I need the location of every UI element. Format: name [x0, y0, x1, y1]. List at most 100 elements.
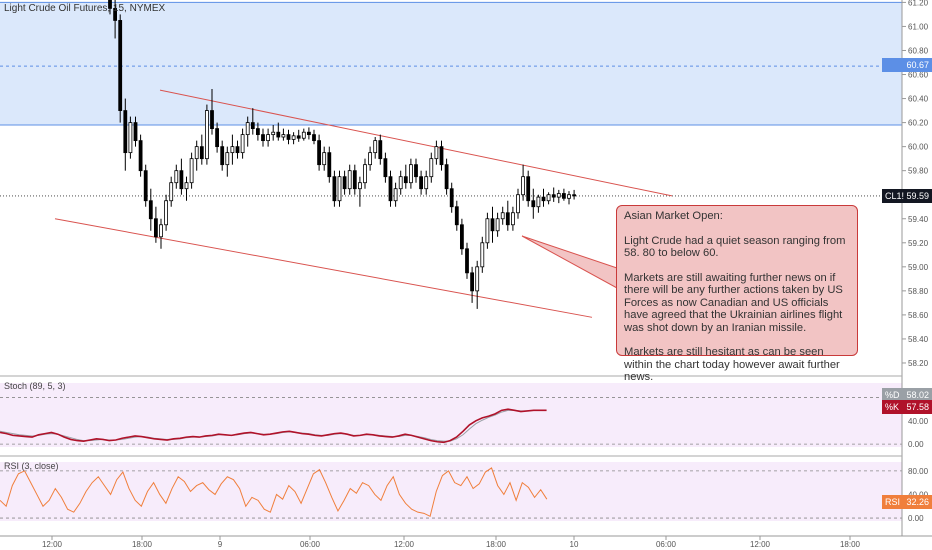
- candle: [429, 152, 434, 183]
- candle: [113, 0, 117, 39]
- candlestick-series: [108, 0, 576, 309]
- price-axis: 58.2058.4058.6058.8059.0059.2059.4059.60…: [0, 0, 932, 536]
- candle-body: [118, 20, 123, 111]
- candle: [301, 128, 306, 141]
- candle-body: [327, 152, 332, 178]
- candle-body: [123, 110, 128, 154]
- candle-body: [419, 176, 424, 190]
- time-tick-label: 06:00: [300, 540, 321, 549]
- candle-body: [352, 170, 357, 190]
- candle-body: [424, 176, 429, 190]
- candle: [562, 188, 566, 201]
- candle: [199, 134, 204, 165]
- candle-body: [261, 134, 265, 142]
- candle: [388, 170, 393, 207]
- candle-body: [174, 170, 179, 184]
- candle: [414, 158, 418, 183]
- callout-paragraph-1: Light Crude had a quiet season ranging f…: [624, 234, 846, 260]
- candle: [521, 164, 525, 201]
- candle: [143, 164, 148, 207]
- candle: [485, 212, 490, 249]
- candle-body: [184, 182, 189, 190]
- candle-body: [429, 158, 434, 178]
- price-tick-label: 61.00: [908, 22, 929, 31]
- rsi-title: RSI (3, close): [4, 461, 59, 471]
- candle: [276, 122, 281, 141]
- candle: [373, 137, 378, 159]
- candle-body: [495, 218, 500, 232]
- candle-body: [398, 176, 403, 190]
- candle-body: [363, 164, 367, 184]
- stoch-d-value: 58.02: [906, 390, 929, 400]
- candle: [128, 116, 133, 159]
- candle-body: [546, 194, 551, 202]
- candle-body: [301, 131, 306, 139]
- candle: [357, 176, 362, 207]
- time-tick-label: 18:00: [486, 540, 507, 549]
- stoch-background: [0, 383, 902, 447]
- candle-body: [215, 128, 220, 148]
- channel-upper-line: [159, 89, 673, 197]
- price-tick-label: 60.80: [908, 46, 929, 55]
- candle: [424, 170, 429, 195]
- candle: [108, 0, 112, 15]
- candle: [266, 128, 271, 147]
- candle: [286, 129, 291, 145]
- time-tick-label: 18:00: [840, 540, 861, 549]
- candle: [398, 170, 403, 195]
- callout-pointer: [521, 235, 618, 289]
- candle-body: [485, 218, 490, 244]
- time-tick-label: 10: [570, 540, 579, 549]
- candle-body: [505, 212, 510, 226]
- stoch-d-label: %D: [885, 390, 900, 400]
- candle-body: [159, 224, 163, 238]
- rsi-value: 32.26: [906, 497, 929, 507]
- candle-body: [322, 152, 327, 166]
- candle-body: [439, 146, 444, 166]
- candle: [449, 182, 454, 213]
- candle-body: [225, 152, 230, 166]
- candle: [159, 218, 163, 249]
- candle-body: [128, 122, 133, 154]
- candle: [138, 134, 143, 177]
- candle-body: [516, 194, 520, 214]
- price-tick-label: 59.40: [908, 215, 929, 224]
- candle: [296, 129, 301, 142]
- candle: [470, 266, 475, 303]
- candle-body: [143, 170, 148, 202]
- candle-body: [449, 188, 454, 208]
- rsi-tick-label: 0.00: [908, 514, 924, 523]
- candle: [439, 140, 444, 171]
- candle: [327, 146, 332, 183]
- candle-body: [551, 194, 556, 198]
- candle-body: [347, 170, 352, 190]
- candle: [271, 125, 276, 141]
- candle: [551, 187, 556, 202]
- candle: [312, 129, 316, 145]
- candle: [245, 116, 250, 147]
- candle: [240, 128, 245, 159]
- candle: [541, 188, 546, 207]
- stoch-panel: [0, 383, 902, 447]
- axis-background: [902, 0, 932, 536]
- candle-body: [510, 212, 515, 226]
- candle-body: [286, 134, 291, 140]
- candle: [454, 200, 459, 231]
- candle-body: [220, 146, 225, 166]
- stoch-title: Stoch (89, 5, 3): [4, 381, 66, 391]
- price-tick-label: 58.20: [908, 359, 929, 368]
- candle: [153, 206, 158, 243]
- candle: [235, 140, 240, 159]
- candle: [342, 170, 347, 195]
- candle-body: [572, 194, 576, 197]
- candle-body: [373, 140, 378, 154]
- chart-title: Light Crude Oil Futures, 15, NYMEX: [4, 3, 166, 14]
- candle: [556, 189, 561, 204]
- candle: [536, 194, 541, 213]
- channel-lower-line: [54, 218, 593, 318]
- candle-body: [113, 8, 117, 21]
- candle-body: [133, 122, 138, 142]
- candle: [337, 170, 342, 207]
- candle: [526, 170, 531, 207]
